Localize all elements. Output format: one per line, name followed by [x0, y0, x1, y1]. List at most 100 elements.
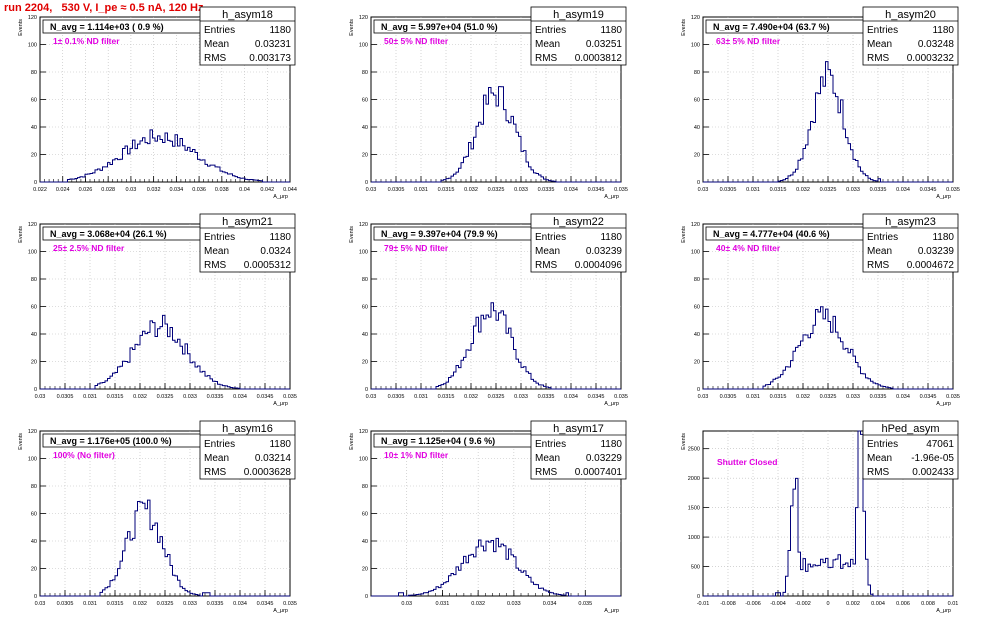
- stats-value-entries: 1180: [269, 25, 291, 36]
- x-tick-label: 0.0345: [920, 187, 937, 193]
- y-tick-label: 120: [28, 15, 37, 21]
- y-tick-label: 40: [31, 332, 37, 338]
- y-tick-label: 20: [362, 360, 368, 366]
- x-axis-title: A_μrp: [273, 608, 288, 614]
- y-tick-label: 120: [359, 429, 368, 435]
- x-tick-label: 0.034: [564, 394, 578, 400]
- y-tick-label: 40: [694, 125, 700, 131]
- stats-value-entries: 1180: [269, 232, 291, 243]
- stats-box: [862, 6, 959, 66]
- stats-value-rms: 0.002433: [912, 467, 954, 478]
- x-tick-label: 0.0305: [720, 394, 737, 400]
- x-tick-label: 0.0345: [588, 394, 605, 400]
- x-tick-label: 0.034: [896, 394, 910, 400]
- x-tick-label: 0.035: [946, 394, 960, 400]
- x-tick-label: 0.031: [436, 601, 450, 607]
- stats-value-mean: 0.03214: [255, 453, 292, 464]
- x-tick-label: 0.0345: [257, 601, 274, 607]
- y-tick-label: 0: [365, 594, 368, 600]
- stats-key-entries: Entries: [535, 25, 566, 36]
- stats-key-mean: Mean: [204, 246, 229, 257]
- x-tick-label: 0.042: [260, 187, 274, 193]
- panel-title: N_avg = 4.777e+04 (40.6 %): [713, 229, 830, 239]
- y-tick-label: 40: [694, 332, 700, 338]
- stats-name: h_asym17: [553, 423, 604, 435]
- stats-value-mean: 0.03251: [586, 39, 623, 50]
- x-tick-label: 0.034: [543, 601, 557, 607]
- stats-value-mean: 0.03231: [255, 39, 292, 50]
- y-tick-label: 120: [28, 222, 37, 228]
- stats-key-mean: Mean: [535, 39, 560, 50]
- y-tick-label: 20: [694, 360, 700, 366]
- stats-value-mean: 0.0324: [260, 246, 291, 257]
- histogram-panel-h_asym17: 0.03 0.031 0.032 0.033 0.034 0.035 0 20 40 60 80 10…: [349, 420, 627, 614]
- y-tick-label: 20: [362, 153, 368, 159]
- stats-key-mean: Mean: [867, 453, 892, 464]
- x-tick-label: 0.0305: [720, 187, 737, 193]
- stats-name: h_asym20: [885, 9, 936, 21]
- stats-box: [862, 213, 959, 273]
- stats-box: [530, 420, 627, 480]
- stats-value-entries: 1180: [932, 232, 954, 243]
- y-tick-label: 500: [691, 565, 700, 571]
- stats-key-rms: RMS: [204, 260, 227, 271]
- stats-box: [199, 6, 296, 66]
- x-tick-label: 0.033: [514, 187, 528, 193]
- x-tick-label: 0.0325: [157, 601, 174, 607]
- x-tick-label: 0: [826, 601, 829, 607]
- panel-annotation: 79± 5% ND filter: [384, 243, 449, 253]
- y-axis-title: Events: [681, 226, 687, 243]
- stats-key-mean: Mean: [535, 246, 560, 257]
- x-tick-label: 0.0305: [57, 394, 74, 400]
- x-tick-label: 0.002: [846, 601, 860, 607]
- stats-value-rms: 0.0005312: [244, 260, 292, 271]
- x-tick-label: 0.03: [35, 601, 46, 607]
- y-tick-label: 60: [31, 512, 37, 518]
- x-tick-label: 0.033: [846, 187, 860, 193]
- panel-annotation: 63± 5% ND filter: [716, 36, 781, 46]
- y-tick-label: 1000: [688, 535, 700, 541]
- stats-box: [862, 420, 959, 480]
- x-tick-label: 0.0315: [438, 394, 455, 400]
- stats-value-entries: 1180: [600, 232, 622, 243]
- y-tick-label: 60: [31, 98, 37, 104]
- histogram-panel-h_asym21: 0.03 0.0305 0.031 0.0315 0.032 0.0325 0.033 0.0…: [18, 213, 297, 407]
- x-tick-label: 0.032: [133, 601, 147, 607]
- x-tick-label: 0.032: [796, 187, 810, 193]
- x-tick-label: 0.031: [746, 394, 760, 400]
- y-axis-title: Events: [681, 19, 687, 36]
- x-tick-label: 0.0325: [157, 394, 174, 400]
- x-tick-label: 0.0305: [388, 187, 405, 193]
- stats-value-mean: 0.03248: [918, 39, 955, 50]
- stats-name: h_asym22: [553, 216, 604, 228]
- stats-key-mean: Mean: [204, 453, 229, 464]
- histogram-panel-hPed_asym: -0.01 -0.008 -0.006 -0.004 -0.002 0 0.002 0.004…: [681, 420, 959, 614]
- x-tick-label: 0.034: [564, 187, 578, 193]
- x-tick-label: 0.044: [283, 187, 297, 193]
- stats-box: [199, 420, 296, 480]
- x-tick-label: 0.0325: [488, 394, 505, 400]
- y-axis-title: Events: [18, 19, 24, 36]
- y-tick-label: 60: [362, 512, 368, 518]
- y-tick-label: 80: [31, 70, 37, 76]
- y-tick-label: 100: [691, 43, 700, 49]
- x-tick-label: 0.035: [283, 394, 297, 400]
- x-tick-label: 0.024: [56, 187, 70, 193]
- x-tick-label: 0.022: [33, 187, 47, 193]
- x-tick-label: 0.0325: [820, 394, 837, 400]
- y-tick-label: 120: [359, 222, 368, 228]
- stats-value-rms: 0.0003232: [907, 53, 955, 64]
- y-tick-label: 120: [691, 222, 700, 228]
- y-tick-label: 0: [365, 180, 368, 186]
- stats-key-entries: Entries: [204, 439, 235, 450]
- x-tick-label: 0.0345: [920, 394, 937, 400]
- stats-key-entries: Entries: [867, 439, 898, 450]
- x-tick-label: 0.0345: [588, 187, 605, 193]
- histogram-panel-h_asym23: 0.03 0.0305 0.031 0.0315 0.032 0.0325 0.033 0.0…: [681, 213, 960, 407]
- x-tick-label: 0.03: [698, 187, 709, 193]
- x-tick-label: 0.033: [183, 601, 197, 607]
- x-tick-label: 0.0315: [770, 394, 787, 400]
- stats-value-entries: 1180: [269, 439, 291, 450]
- panel-title: N_avg = 1.125e+04 ( 9.6 %): [381, 436, 495, 446]
- x-axis-title: A_μrp: [936, 194, 951, 200]
